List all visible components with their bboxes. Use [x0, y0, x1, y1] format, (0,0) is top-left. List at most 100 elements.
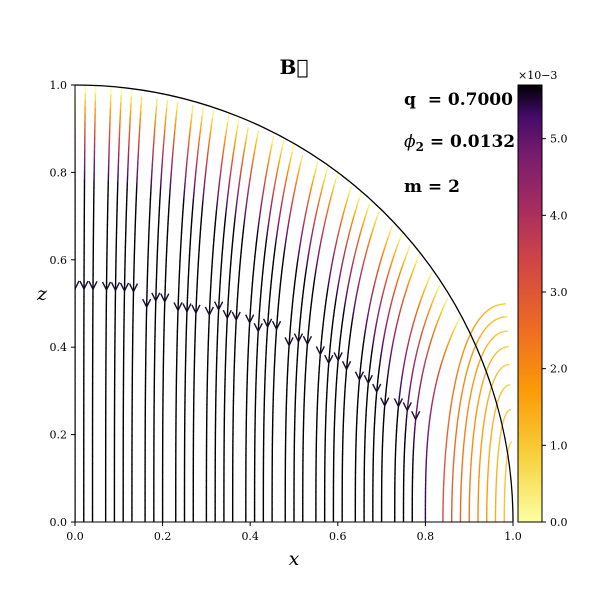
- loop-line-segment: [443, 462, 446, 472]
- field-line-segment: [417, 396, 420, 403]
- field-line-segment: [379, 354, 382, 362]
- field-line-segment: [373, 329, 377, 336]
- field-line-segment: [382, 334, 386, 341]
- field-line-segment: [426, 347, 430, 354]
- field-line-segment: [339, 336, 342, 344]
- field-line-segment: [419, 382, 422, 389]
- field-line-segment: [243, 211, 247, 220]
- field-line-segment: [278, 153, 282, 162]
- field-line-layer: [75, 85, 513, 522]
- field-line-segment: [236, 195, 239, 204]
- field-line-segment: [306, 199, 310, 208]
- field-line-segment: [378, 360, 381, 367]
- loop-line-segment: [507, 410, 509, 413]
- field-line-segment: [305, 205, 308, 214]
- loop-line-segment: [498, 368, 502, 371]
- field-arrow: [88, 281, 98, 291]
- loop-line-segment: [493, 376, 497, 380]
- field-line-segment: [416, 400, 419, 407]
- loop-line-segment: [482, 376, 486, 381]
- field-line-segment: [332, 309, 336, 317]
- field-line-segment: [299, 316, 302, 324]
- field-line-segment: [163, 128, 166, 138]
- boundary-arc: [74, 84, 514, 523]
- field-line-segment: [315, 161, 319, 170]
- loop-line-segment: [471, 327, 475, 333]
- field-line-segment: [419, 335, 422, 342]
- field-line-segment: [271, 261, 275, 270]
- field-line-segment: [307, 247, 311, 256]
- field-line-segment: [281, 257, 285, 266]
- field-line-segment: [378, 302, 382, 310]
- field-arrow: [271, 320, 282, 331]
- field-line-segment: [165, 100, 169, 109]
- phi-value: = 0.0132: [424, 132, 515, 152]
- field-line-segment: [344, 296, 347, 304]
- x-tick-label: 0.2: [154, 530, 172, 543]
- field-line-segment: [313, 216, 317, 225]
- field-line-segment: [216, 196, 219, 206]
- loop-line-segment: [463, 435, 466, 443]
- field-line-segment: [230, 158, 234, 167]
- field-line-segment: [322, 317, 325, 326]
- field-line-segment: [359, 362, 362, 370]
- field-line-segment: [423, 360, 427, 367]
- field-line-segment: [425, 280, 429, 287]
- field-line-segment: [332, 315, 335, 323]
- field-line-segment: [298, 322, 301, 330]
- field-line-segment: [329, 339, 332, 347]
- field-line-segment: [362, 215, 367, 223]
- field-line-segment: [292, 287, 295, 296]
- field-line-segment: [301, 297, 304, 305]
- loop-line-segment: [507, 409, 510, 412]
- field-line-segment: [336, 234, 339, 242]
- field-line-segment: [199, 228, 202, 237]
- field-line-segment: [193, 184, 196, 194]
- field-line-segment: [291, 144, 295, 152]
- field-arrow: [402, 402, 412, 413]
- field-line-segment: [383, 242, 388, 250]
- loop-line-segment: [492, 417, 495, 422]
- loop-line-segment: [470, 386, 473, 393]
- field-line-segment: [313, 168, 317, 176]
- field-line-segment: [317, 197, 321, 206]
- field-line-segment: [385, 379, 388, 387]
- field-line-segment: [439, 362, 443, 369]
- loop-line-segment: [504, 414, 507, 417]
- field-line-segment: [257, 222, 260, 231]
- field-line-segment: [290, 306, 293, 315]
- loop-line-segment: [503, 417, 506, 420]
- field-line-segment: [289, 206, 293, 215]
- field-line-segment: [435, 379, 438, 386]
- loop-line-segment: [482, 424, 485, 430]
- field-line-segment: [300, 231, 303, 239]
- loop-line-segment: [459, 355, 463, 363]
- field-line-segment: [343, 301, 346, 310]
- loop-line-segment: [481, 429, 484, 435]
- field-line-segment: [369, 232, 373, 240]
- field-line-segment: [335, 171, 339, 180]
- field-line-segment: [342, 250, 346, 259]
- field-line-segment: [296, 256, 299, 265]
- field-line-segment: [363, 335, 366, 343]
- y-tick-label: 0.6: [50, 254, 68, 267]
- field-line-segment: [428, 417, 431, 423]
- loop-line-segment: [496, 399, 499, 403]
- loop-line-segment: [493, 318, 497, 322]
- field-line-segment: [386, 374, 389, 382]
- field-line-segment: [201, 200, 204, 210]
- field-line-segment: [176, 102, 179, 111]
- loop-line-segment: [483, 414, 486, 420]
- field-line-segment: [175, 109, 178, 118]
- field-line-segment: [407, 338, 411, 345]
- field-line-segment: [401, 261, 405, 268]
- field-line-segment: [359, 272, 362, 280]
- field-line-segment: [243, 218, 246, 227]
- field-line-segment: [377, 264, 381, 272]
- field-line-segment: [169, 173, 172, 182]
- field-line-segment: [239, 258, 242, 267]
- field-line-segment: [155, 98, 158, 108]
- field-line-segment: [437, 284, 441, 291]
- field-line-segment: [226, 192, 229, 201]
- field-line-segment: [323, 305, 326, 314]
